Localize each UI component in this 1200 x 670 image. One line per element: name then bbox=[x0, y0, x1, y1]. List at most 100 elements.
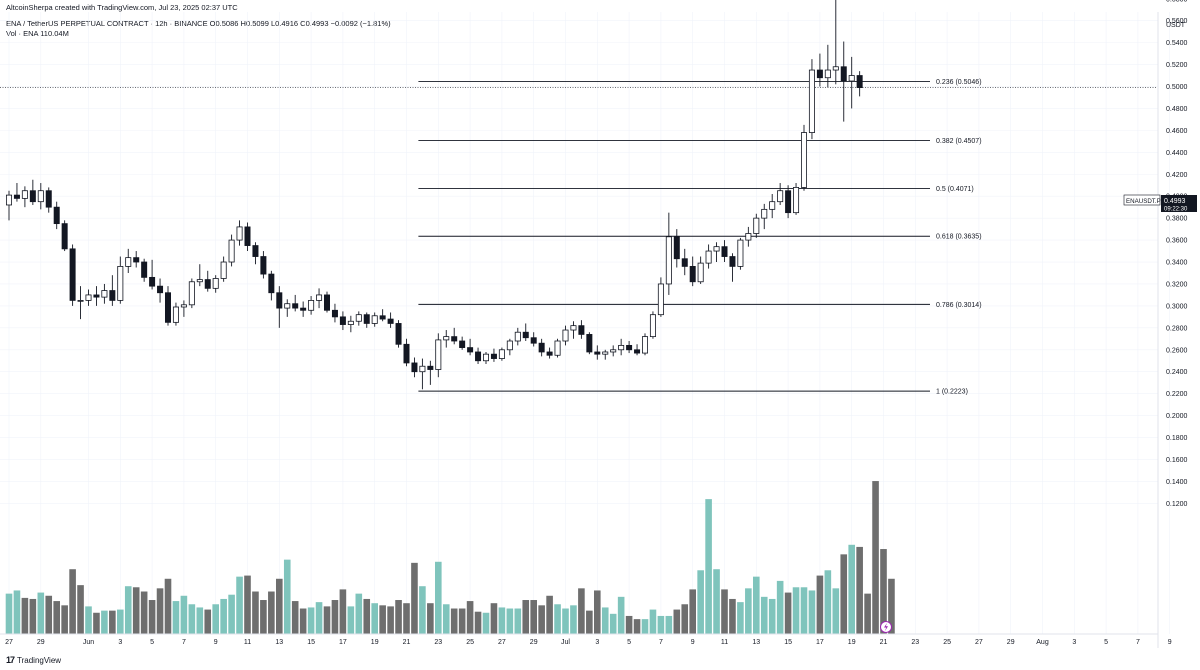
x-tick-label: 23 bbox=[911, 639, 919, 646]
candle-body bbox=[180, 304, 187, 308]
fib-level-label: 1 (0.2223) bbox=[936, 389, 968, 396]
candle bbox=[371, 312, 378, 327]
candle bbox=[793, 183, 800, 215]
volume-bar bbox=[276, 578, 283, 634]
volume-bar bbox=[85, 606, 92, 634]
volume-bar bbox=[450, 608, 458, 634]
candle bbox=[308, 296, 315, 315]
candle-body bbox=[427, 365, 434, 370]
candle-body bbox=[451, 336, 458, 342]
volume-bar bbox=[268, 591, 275, 634]
candle-body bbox=[514, 331, 521, 342]
candle bbox=[21, 186, 28, 208]
candle bbox=[204, 270, 211, 292]
candle bbox=[172, 302, 179, 326]
candle bbox=[427, 360, 434, 385]
candle bbox=[475, 347, 482, 365]
candle-body bbox=[840, 66, 847, 82]
candle bbox=[109, 275, 116, 306]
fib-retracement[interactable]: 0 (0.5919)0.236 (0.5046)0.382 (0.4507)0.… bbox=[418, 0, 982, 396]
x-tick-label: 3 bbox=[595, 639, 599, 646]
candle-body bbox=[276, 292, 283, 309]
candle bbox=[260, 251, 267, 279]
candle-body bbox=[395, 323, 402, 345]
volume-bar bbox=[705, 499, 712, 634]
volume-bar bbox=[355, 593, 363, 634]
x-tick-label: 7 bbox=[659, 639, 663, 646]
x-tick-label: 9 bbox=[214, 639, 218, 646]
volume-bar bbox=[546, 595, 553, 634]
candle bbox=[618, 338, 625, 356]
candle-body bbox=[93, 294, 100, 298]
fib-level-label: 0.236 (0.5046) bbox=[936, 79, 982, 86]
volume-bar bbox=[156, 588, 164, 634]
volume-bar bbox=[506, 608, 514, 634]
candle bbox=[602, 349, 609, 360]
candle bbox=[339, 311, 346, 331]
x-tick-label: 23 bbox=[434, 639, 442, 646]
lightning-icon[interactable] bbox=[880, 621, 892, 633]
candle bbox=[45, 187, 52, 213]
candle bbox=[737, 237, 744, 270]
candle-body bbox=[848, 75, 855, 82]
x-tick-label: 29 bbox=[530, 639, 538, 646]
candle bbox=[300, 301, 307, 317]
volume-bar bbox=[474, 611, 482, 634]
candle-body bbox=[61, 223, 68, 250]
volume-bar bbox=[363, 598, 371, 634]
time-axis[interactable]: 27 29 Jun 3 5 7 9 11 13 15 17 19 21 23 25 27 29 Jul 3 5 7 9 11… bbox=[5, 639, 1172, 646]
candle bbox=[451, 327, 458, 345]
candle-body bbox=[657, 283, 664, 316]
x-tick-label: 17 bbox=[339, 639, 347, 646]
volume-bar bbox=[482, 612, 490, 634]
candle bbox=[141, 258, 148, 282]
candle bbox=[761, 203, 768, 230]
volume-bar bbox=[880, 549, 887, 634]
x-tick-label: 15 bbox=[307, 639, 315, 646]
y-tick-label: 0.4200 bbox=[1166, 172, 1188, 179]
candle bbox=[856, 71, 863, 97]
candle-body bbox=[459, 340, 466, 348]
y-tick-label: 0.5200 bbox=[1166, 62, 1188, 69]
volume-bar bbox=[204, 609, 212, 634]
volume-bar bbox=[681, 604, 689, 634]
candle-body bbox=[665, 236, 672, 285]
candle-body bbox=[228, 239, 235, 263]
candle bbox=[801, 124, 808, 191]
candle-body bbox=[419, 365, 426, 373]
x-tick-label: 19 bbox=[371, 639, 379, 646]
candle-body bbox=[522, 331, 529, 339]
candle-body bbox=[586, 334, 593, 353]
x-tick-label: 5 bbox=[627, 639, 631, 646]
candle-body bbox=[220, 261, 227, 279]
candle bbox=[808, 59, 815, 140]
candle bbox=[840, 41, 847, 122]
candle bbox=[316, 288, 323, 309]
volume-bar bbox=[562, 608, 569, 634]
candle-body bbox=[832, 66, 839, 71]
y-tick-label: 0.1800 bbox=[1166, 435, 1188, 442]
candle bbox=[482, 351, 489, 365]
candle-body bbox=[681, 258, 688, 267]
candle-body bbox=[562, 329, 569, 342]
candle-body bbox=[69, 248, 76, 301]
candle bbox=[713, 242, 720, 263]
volume-bar bbox=[53, 601, 60, 634]
volume-bar bbox=[594, 590, 601, 634]
candle-body bbox=[737, 239, 744, 267]
candle bbox=[387, 312, 394, 328]
x-tick-label: 29 bbox=[1007, 639, 1015, 646]
candle-body bbox=[316, 294, 323, 301]
volume-bar bbox=[554, 604, 561, 634]
volume-bar bbox=[132, 587, 140, 634]
candle bbox=[252, 242, 259, 265]
volume-bar bbox=[13, 590, 21, 634]
price-axis[interactable]: 0.64000.62000.60000.58000.56000.54000.52… bbox=[1166, 0, 1188, 508]
volume-bar bbox=[800, 587, 808, 634]
candle-body bbox=[570, 325, 577, 331]
candle-body bbox=[53, 206, 60, 225]
volume-bar bbox=[299, 608, 307, 634]
y-tick-label: 0.1200 bbox=[1166, 501, 1188, 508]
candle bbox=[435, 333, 442, 378]
